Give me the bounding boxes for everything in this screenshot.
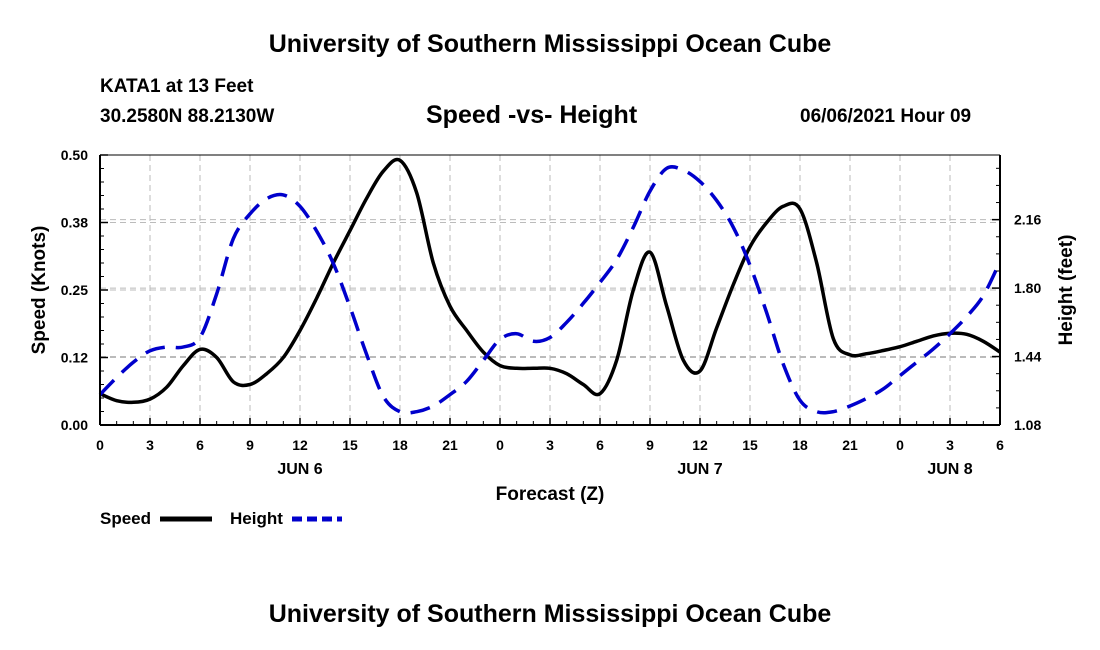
x-tick-label: 0 <box>896 437 904 453</box>
station-label: KATA1 at 13 Feet <box>100 76 254 97</box>
day-label: JUN 7 <box>677 461 722 478</box>
x-tick-label: 18 <box>392 437 408 453</box>
x-tick-label: 6 <box>196 437 204 453</box>
y-tick-label-left: 0.50 <box>61 147 88 163</box>
legend-height-label: Height <box>230 509 283 528</box>
y-tick-label-right: 2.16 <box>1014 212 1041 228</box>
y-tick-label-right: 1.80 <box>1014 280 1041 296</box>
x-tick-label: 9 <box>646 437 654 453</box>
footer-title: University of Southern Mississippi Ocean… <box>268 600 832 628</box>
grid <box>100 155 1000 425</box>
x-tick-label: 3 <box>546 437 554 453</box>
series-line-height <box>98 165 1002 415</box>
x-axis-title: Forecast (Z) <box>496 484 605 505</box>
y-tick-label-right: 1.44 <box>1014 349 1041 365</box>
series-line-speed <box>99 157 1001 405</box>
x-tick-label: 12 <box>692 437 708 453</box>
day-label: JUN 8 <box>927 461 972 478</box>
axes <box>99 154 1001 426</box>
legend-speed-label: Speed <box>100 509 152 528</box>
y-tick-label-right: 1.08 <box>1014 417 1041 433</box>
chart-title: University of Southern Mississippi Ocean… <box>268 30 832 58</box>
day-label: JUN 6 <box>277 461 322 478</box>
x-tick-label: 3 <box>946 437 954 453</box>
station-coordinates: 30.2580N 88.2130W <box>100 106 275 127</box>
chart-subtitle: Speed -vs- Height <box>426 101 638 129</box>
x-tick-label: 12 <box>292 437 308 453</box>
x-tick-label: 15 <box>742 437 758 453</box>
axis-labels: 0 3 6 9 12 15 18 21 0 3 6 9 12 15 18 21 0 3 6 JUN 6 JUN 7 JUN… <box>29 147 1077 522</box>
x-tick-label: 15 <box>342 437 358 453</box>
x-tick-label: 0 <box>96 437 104 453</box>
x-tick-label: 3 <box>146 437 154 453</box>
x-tick-label: 6 <box>596 437 604 453</box>
x-tick-label: 21 <box>442 437 458 453</box>
y-axis-title-left: Speed (Knots) <box>29 226 50 355</box>
y-axis-title-right: Height (feet) <box>1056 235 1077 346</box>
x-tick-label: 21 <box>842 437 858 453</box>
x-tick-label: 18 <box>792 437 808 453</box>
forecast-datetime: 06/06/2021 Hour 09 <box>800 106 972 127</box>
x-tick-label: 9 <box>246 437 254 453</box>
series-lines <box>98 157 1002 415</box>
y-tick-label-left: 0.00 <box>61 417 88 433</box>
y-tick-label-left: 0.38 <box>61 215 88 231</box>
y-tick-label-left: 0.25 <box>61 282 88 298</box>
y-tick-label-left: 0.12 <box>61 350 88 366</box>
x-tick-label: 0 <box>496 437 504 453</box>
x-tick-label: 6 <box>996 437 1004 453</box>
